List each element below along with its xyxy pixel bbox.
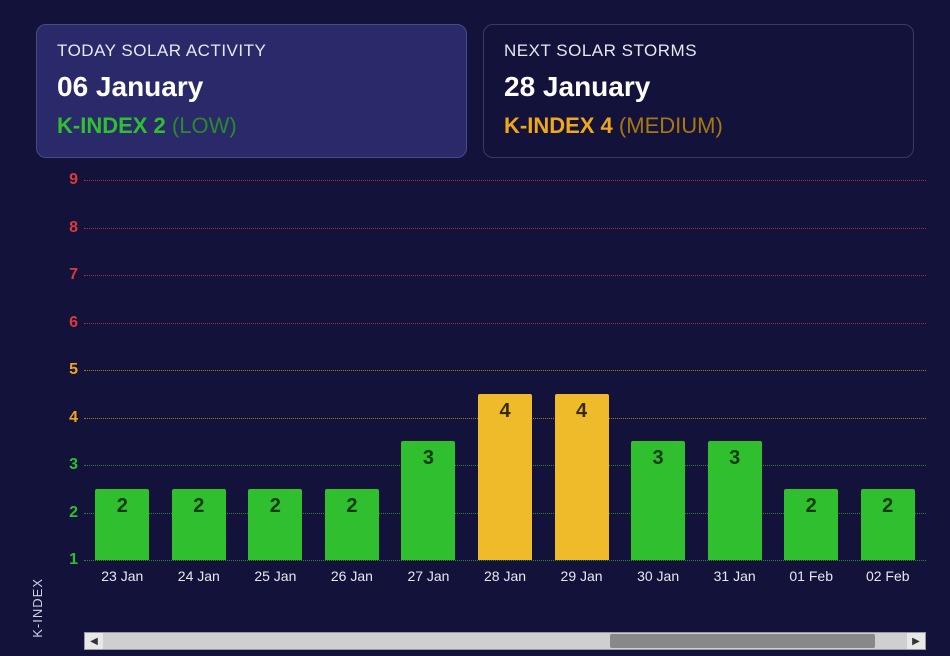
bar-column[interactable]: 2: [237, 180, 314, 560]
bar-column[interactable]: 3: [696, 180, 773, 560]
bar[interactable]: 2: [95, 489, 149, 560]
kindex-level: (LOW): [172, 113, 237, 138]
bar[interactable]: 4: [478, 394, 532, 560]
x-tick-label: 28 Jan: [467, 568, 544, 584]
kindex-bar-chart: 123456789 22223443322 23 Jan24 Jan25 Jan…: [70, 180, 934, 560]
bar-column[interactable]: 4: [467, 180, 544, 560]
y-axis-labels: 123456789: [60, 180, 78, 560]
card-today-title: TODAY SOLAR ACTIVITY: [57, 41, 446, 61]
chart-scrollbar[interactable]: ◀ ▶: [84, 632, 926, 650]
card-next-title: NEXT SOLAR STORMS: [504, 41, 893, 61]
x-tick-label: 24 Jan: [161, 568, 238, 584]
y-tick-label: 2: [60, 504, 78, 522]
y-tick-label: 3: [60, 456, 78, 474]
y-axis-title: K-INDEX: [30, 578, 45, 638]
x-tick-label: 31 Jan: [696, 568, 773, 584]
bar[interactable]: 2: [248, 489, 302, 560]
scroll-left-button[interactable]: ◀: [85, 633, 103, 649]
x-tick-label: 29 Jan: [543, 568, 620, 584]
bar[interactable]: 3: [708, 441, 762, 560]
x-tick-label: 01 Feb: [773, 568, 850, 584]
y-tick-label: 6: [60, 314, 78, 332]
bar-column[interactable]: 2: [314, 180, 391, 560]
x-tick-label: 26 Jan: [314, 568, 391, 584]
kindex-level: (MEDIUM): [619, 113, 723, 138]
bar[interactable]: 2: [172, 489, 226, 560]
x-axis-labels: 23 Jan24 Jan25 Jan26 Jan27 Jan28 Jan29 J…: [84, 560, 926, 584]
card-next-date: 28 January: [504, 71, 893, 103]
bar[interactable]: 3: [401, 441, 455, 560]
bar-column[interactable]: 3: [390, 180, 467, 560]
card-next-kindex: K-INDEX 4 (MEDIUM): [504, 113, 893, 139]
bar-column[interactable]: 3: [620, 180, 697, 560]
chart-container: K-INDEX 123456789 22223443322 23 Jan24 J…: [36, 180, 934, 636]
bar[interactable]: 2: [325, 489, 379, 560]
chart-bars: 22223443322: [84, 180, 926, 560]
summary-cards: TODAY SOLAR ACTIVITY 06 January K-INDEX …: [0, 0, 950, 158]
scroll-right-button[interactable]: ▶: [907, 633, 925, 649]
scroll-thumb[interactable]: [610, 634, 875, 648]
kindex-value: K-INDEX 4: [504, 113, 613, 138]
x-tick-label: 23 Jan: [84, 568, 161, 584]
bar-column[interactable]: 4: [543, 180, 620, 560]
bar[interactable]: 2: [784, 489, 838, 560]
x-tick-label: 02 Feb: [849, 568, 926, 584]
card-today-kindex: K-INDEX 2 (LOW): [57, 113, 446, 139]
scroll-track[interactable]: [103, 633, 907, 649]
bar[interactable]: 3: [631, 441, 685, 560]
card-today-date: 06 January: [57, 71, 446, 103]
card-today[interactable]: TODAY SOLAR ACTIVITY 06 January K-INDEX …: [36, 24, 467, 158]
bar-column[interactable]: 2: [773, 180, 850, 560]
y-tick-label: 7: [60, 266, 78, 284]
y-tick-label: 9: [60, 171, 78, 189]
y-tick-label: 8: [60, 219, 78, 237]
bar[interactable]: 4: [555, 394, 609, 560]
y-tick-label: 1: [60, 551, 78, 569]
y-tick-label: 4: [60, 409, 78, 427]
y-tick-label: 5: [60, 361, 78, 379]
kindex-value: K-INDEX 2: [57, 113, 166, 138]
card-next-storm[interactable]: NEXT SOLAR STORMS 28 January K-INDEX 4 (…: [483, 24, 914, 158]
bar-column[interactable]: 2: [849, 180, 926, 560]
x-tick-label: 30 Jan: [620, 568, 697, 584]
x-tick-label: 27 Jan: [390, 568, 467, 584]
bar-column[interactable]: 2: [84, 180, 161, 560]
x-tick-label: 25 Jan: [237, 568, 314, 584]
bar-column[interactable]: 2: [161, 180, 238, 560]
bar[interactable]: 2: [861, 489, 915, 560]
